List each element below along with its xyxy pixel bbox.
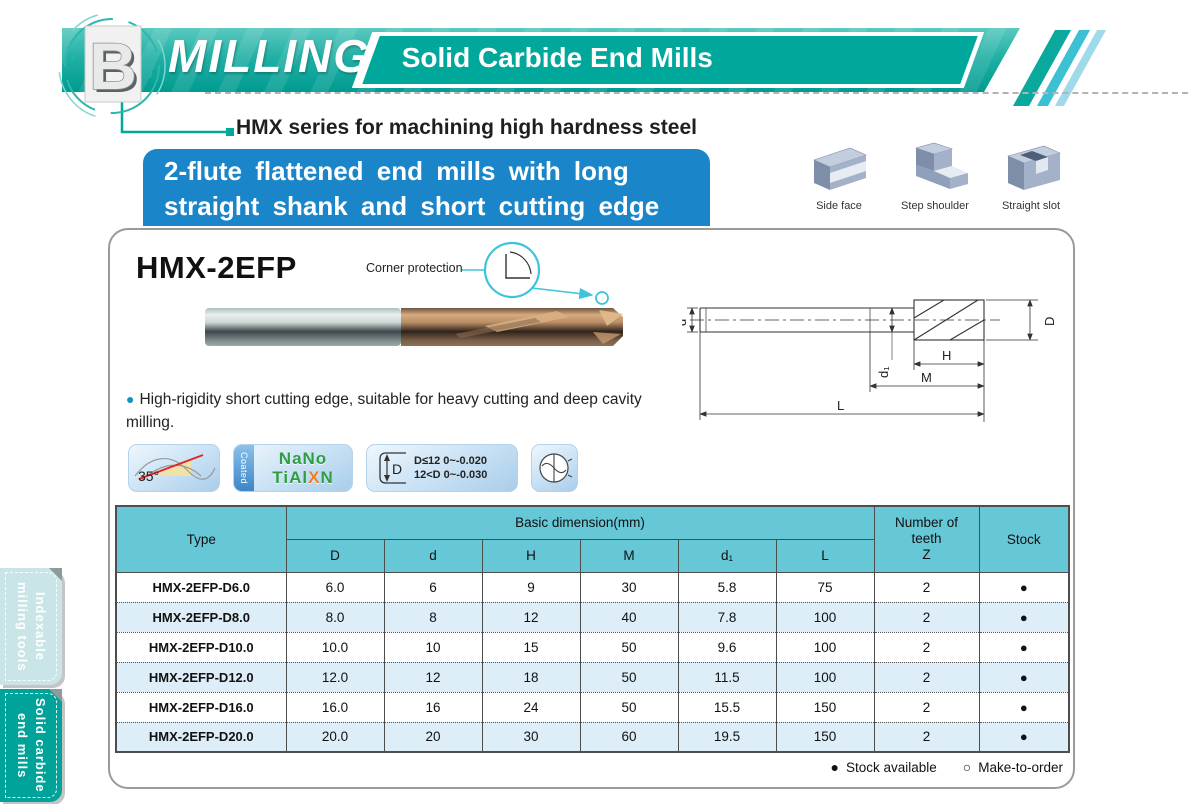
note-bullet: ●	[126, 391, 135, 407]
tolerance-badge: D D≤12 0~-0.020 12<D 0~-0.030	[366, 444, 518, 492]
application-label: Side face	[816, 200, 862, 212]
table-row: HMX-2EFP-D8.0 8.0 8 12 40 7.8 100 2 ●	[115, 601, 1070, 633]
tolerance-line-1: D≤12 0~-0.020	[414, 455, 488, 467]
product-headline-banner: 2-flute flattened end mills with long st…	[143, 149, 710, 226]
helix-angle-icon: 35°	[134, 454, 216, 484]
corner-protection-magnifier	[462, 241, 609, 305]
coating-badge: Coated NaNo TiAlXN	[233, 444, 353, 492]
banner-line-1: 2-flute flattened end mills with long	[164, 156, 629, 186]
logo-letter: B	[89, 29, 137, 103]
col-header-teeth: Number of teeth Z	[873, 505, 980, 573]
tab-dashed-border	[5, 572, 57, 681]
filled-dot-icon: ●	[830, 759, 839, 775]
table-row: HMX-2EFP-D6.0 6.0 6 9 30 5.8 75 2 ●	[115, 571, 1070, 603]
section-b-logo: B B	[58, 12, 166, 120]
tolerance-d-icon: D	[379, 452, 406, 484]
dim-label-L: L	[837, 398, 844, 413]
stock-legend: ● Stock available ○ Make-to-order	[830, 759, 1063, 775]
col-header-D: D	[285, 538, 385, 573]
stock-indicator: ●	[978, 631, 1070, 663]
coating-line-1: NaNo	[278, 449, 328, 468]
dim-label-H: H	[942, 348, 951, 363]
dimension-drawing: d D d₁ H M L	[682, 299, 1057, 422]
magnifier-circle	[483, 241, 541, 299]
feature-note: ● High-rigidity short cutting edge, suita…	[126, 388, 688, 434]
col-header-L: L	[775, 538, 875, 573]
banner-line-2: straight shank and short cutting edge	[164, 191, 660, 221]
model-name: HMX-2EFP	[136, 250, 297, 285]
category-title: MILLING	[168, 30, 372, 82]
helix-angle-value: 35°	[138, 468, 159, 484]
tool-shank	[205, 308, 401, 346]
two-flute-end-view-icon	[538, 453, 572, 483]
logo-letter-shadow: B	[92, 32, 140, 106]
subcategory-panel: Solid Carbide End Mills	[352, 32, 984, 88]
col-header-d1: d₁	[677, 538, 777, 573]
stock-indicator: ●	[978, 601, 1070, 633]
tab-label: Solid carbide end mills	[15, 698, 49, 793]
table-row: HMX-2EFP-D16.0 16.0 16 24 50 15.5 150 2 ●	[115, 691, 1070, 723]
table-row: HMX-2EFP-D10.0 10.0 10 15 50 9.6 100 2 ●	[115, 631, 1070, 663]
dim-label-d1: d₁	[876, 366, 891, 378]
flute-count-badge	[531, 444, 578, 492]
col-header-H: H	[481, 538, 581, 573]
tolerance-values: D≤12 0~-0.020 12<D 0~-0.030	[414, 454, 487, 482]
coated-strip-label: Coated	[234, 445, 254, 491]
logo-connector-line	[120, 98, 234, 136]
application-icons: Side face Step shoulder Straight slot	[795, 140, 1075, 212]
subcategory-title: Solid Carbide End Mills	[401, 42, 713, 73]
application-straight-slot: Straight slot	[987, 140, 1075, 212]
legend-make-to-order: ○ Make-to-order	[962, 759, 1063, 775]
subcategory-panel-fill: Solid Carbide End Mills	[362, 36, 977, 84]
end-mill-photo	[205, 308, 623, 346]
corner-protection-label: Corner protection	[366, 261, 463, 275]
tab-label: Indexable milling tools	[15, 581, 49, 672]
stock-indicator: ●	[978, 661, 1070, 693]
sidebar-tab-solid-carbide-end-mills[interactable]: Solid carbide end mills	[0, 689, 62, 802]
tab-dashed-border	[5, 693, 57, 798]
open-dot-icon: ○	[962, 759, 972, 775]
tolerance-d-letter: D	[392, 461, 402, 477]
coating-line-2: TiAlXN	[272, 468, 334, 487]
stock-indicator: ●	[978, 571, 1070, 603]
table-row: HMX-2EFP-D12.0 12.0 12 18 50 11.5 100 2 ●	[115, 661, 1070, 693]
header-band: MILLING Solid Carbide End Mills	[62, 28, 1020, 92]
coating-name: NaNo TiAlXN	[254, 445, 352, 491]
application-label: Step shoulder	[901, 200, 969, 212]
application-label: Straight slot	[1001, 200, 1061, 212]
sidebar-tab-indexable-milling-tools[interactable]: Indexable milling tools	[0, 568, 62, 685]
col-header-basic-dimension: Basic dimension(mm)	[285, 505, 875, 540]
application-side-face: Side face	[795, 140, 883, 212]
tolerance-line-2: 12<D 0~-0.030	[414, 469, 488, 481]
dim-label-M: M	[921, 370, 932, 385]
tip-highlight-circle	[595, 291, 609, 305]
col-header-type: Type	[115, 505, 287, 573]
side-face-icon	[813, 147, 867, 190]
note-text: High-rigidity short cutting edge, suitab…	[126, 391, 642, 431]
col-header-stock: Stock	[978, 505, 1070, 573]
stock-indicator: ●	[978, 721, 1070, 753]
straight-slot-icon	[1007, 145, 1061, 190]
dim-label-D: D	[1042, 317, 1057, 326]
step-shoulder-icon	[914, 142, 968, 189]
spec-table: Type Basic dimension(mm) Number of teeth…	[115, 505, 1070, 753]
header-dashed-rule	[205, 92, 1188, 94]
series-subtitle: HMX series for machining high hardness s…	[236, 116, 697, 139]
legend-stock-available: ● Stock available	[830, 759, 937, 775]
application-step-shoulder: Step shoulder	[891, 140, 979, 212]
col-header-M: M	[579, 538, 679, 573]
helix-angle-badge: 35°	[128, 444, 220, 492]
table-row: HMX-2EFP-D20.0 20.0 20 30 60 19.5 150 2 ●	[115, 721, 1070, 753]
stock-indicator: ●	[978, 691, 1070, 723]
product-detail-panel: HMX-2EFP Corner protection	[108, 228, 1075, 789]
dim-label-d: d	[682, 319, 689, 326]
spec-badges: 35° Coated NaNo TiAlXN D D	[128, 444, 578, 492]
col-header-d: d	[383, 538, 483, 573]
